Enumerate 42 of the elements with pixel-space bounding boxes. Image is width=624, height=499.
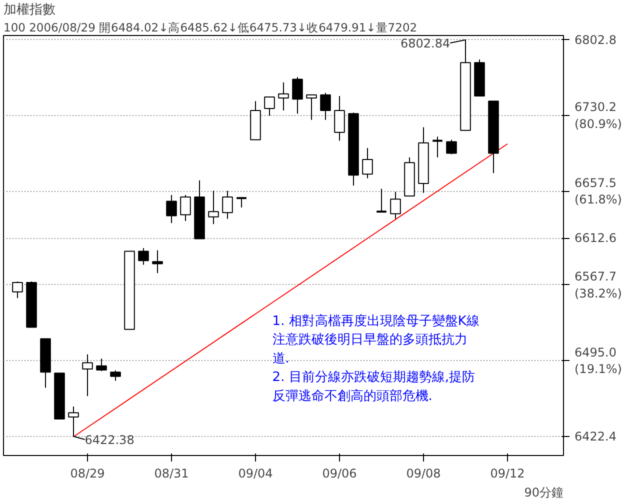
candlestick bbox=[236, 197, 248, 208]
candlestick bbox=[208, 190, 219, 225]
candlestick bbox=[12, 280, 23, 299]
y-tick-label: 6657.5 (61.8%) bbox=[574, 176, 622, 207]
candlestick bbox=[96, 358, 107, 372]
candlestick bbox=[292, 76, 303, 114]
candlestick bbox=[390, 191, 401, 220]
chart-subtitle: 100 2006/08/29 開6484.02↓高6485.62↓低6475.73↓收6479.91↓量7202 bbox=[4, 20, 418, 34]
candlestick bbox=[376, 188, 388, 213]
chart-title: 加權指數 bbox=[4, 2, 56, 18]
candlestick bbox=[166, 194, 177, 224]
annotation: 6802.84 bbox=[400, 36, 450, 50]
candlestick bbox=[320, 92, 331, 120]
candlestick bbox=[264, 96, 275, 116]
candlestick bbox=[222, 190, 233, 220]
annotation: 6422.38 bbox=[84, 432, 134, 447]
y-tick-label: 6495.0 (19.1%) bbox=[574, 345, 622, 376]
candlestick bbox=[432, 136, 444, 158]
x-tick-label: 09/04 bbox=[238, 466, 273, 480]
annotation: 1. 相對高檔再度出現陰母子變盤K線注意跌破後明日早盤的多頭抵抗力道. bbox=[272, 312, 480, 366]
candlestick bbox=[278, 82, 289, 112]
y-tick-label: 6612.6 bbox=[574, 231, 616, 246]
text: 90分鐘 bbox=[524, 486, 564, 499]
candlestick bbox=[362, 148, 373, 179]
candlestick bbox=[306, 94, 317, 120]
x-tick-label: 08/29 bbox=[70, 466, 105, 480]
x-tick-label: 08/31 bbox=[154, 466, 189, 480]
candlestick bbox=[334, 95, 345, 142]
annotation: 2. 目前分線亦跌破短期趨勢線,提防反彈逃命不創高的頭部危機. bbox=[272, 370, 475, 404]
candlestick bbox=[152, 250, 163, 274]
y-tick-label: 6422.4 bbox=[574, 429, 616, 444]
x-tick-label: 09/06 bbox=[322, 466, 357, 480]
x-tick-label: 09/08 bbox=[406, 466, 441, 480]
y-tick-label: 6802.8 bbox=[574, 32, 616, 47]
candlestick bbox=[180, 194, 191, 222]
candlestick bbox=[82, 354, 93, 397]
candlestick bbox=[110, 370, 121, 382]
y-tick-label: 6567.7 (38.2%) bbox=[574, 269, 622, 300]
candlestick bbox=[446, 139, 457, 155]
candlestick bbox=[138, 248, 149, 266]
y-tick-label: 6730.2 (80.9%) bbox=[574, 100, 622, 131]
x-tick-label: 09/12 bbox=[490, 466, 525, 480]
